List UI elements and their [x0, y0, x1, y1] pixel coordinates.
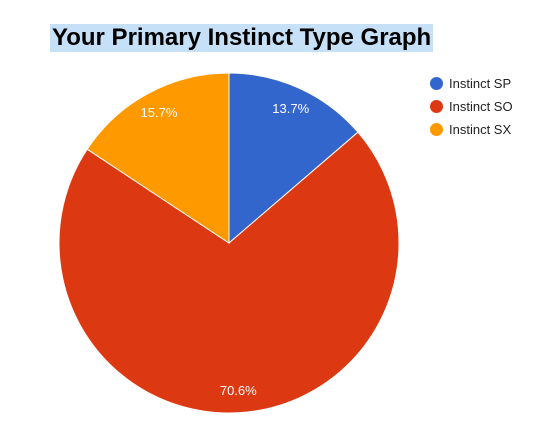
pie-slice-so[interactable]	[58, 131, 400, 414]
legend-swatch-sp	[430, 77, 443, 90]
pie-slice-labels: 13.7% 70.6% 15.7%	[141, 101, 310, 398]
legend-swatch-so	[430, 100, 443, 113]
pie-slice-label-sp: 13.7%	[272, 101, 309, 116]
legend: Instinct SP Instinct SO Instinct SX	[430, 72, 513, 141]
pie-slice-label-so: 70.6%	[220, 383, 257, 398]
legend-label-so: Instinct SO	[449, 99, 513, 114]
legend-item-so[interactable]: Instinct SO	[430, 95, 513, 118]
chart-title: Your Primary Instinct Type Graph	[50, 24, 434, 52]
legend-item-sp[interactable]: Instinct SP	[430, 72, 513, 95]
legend-label-sp: Instinct SP	[449, 76, 512, 91]
legend-label-sx: Instinct SX	[449, 122, 512, 137]
pie-slice-sx[interactable]	[86, 72, 230, 244]
legend-swatch-sx	[430, 123, 443, 136]
pie-slices	[58, 72, 400, 414]
pie-slice-label-sx: 15.7%	[141, 105, 178, 120]
pie-slice-sp[interactable]	[228, 72, 359, 245]
legend-item-sx[interactable]: Instinct SX	[430, 118, 513, 141]
